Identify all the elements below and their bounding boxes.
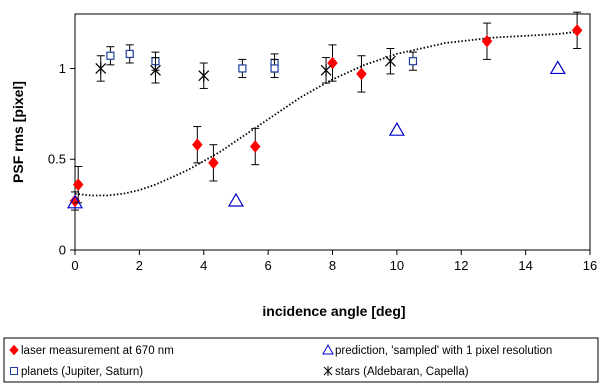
legend-label: prediction, 'sampled' with 1 pixel resol… xyxy=(335,345,552,357)
x-tick-label: 6 xyxy=(265,258,272,273)
diamond-point xyxy=(208,156,219,170)
star-point xyxy=(95,62,107,75)
triangle-point xyxy=(549,60,566,75)
diamond-point xyxy=(481,34,493,48)
legend-box xyxy=(3,337,599,383)
square-point xyxy=(106,51,115,60)
square-point xyxy=(270,64,279,73)
trend-curve-group xyxy=(74,31,575,197)
star-point xyxy=(198,69,210,82)
x-tick-label: 10 xyxy=(390,258,404,273)
diamond-point xyxy=(571,23,583,37)
triangle-point xyxy=(388,121,405,136)
diamond-point xyxy=(191,138,203,152)
legend-label: laser measurement at 670 nm xyxy=(21,345,174,357)
axis-labels-group: incidence angle [deg] PSF rms [pixel] xyxy=(10,81,406,319)
diamond-point xyxy=(72,178,84,192)
square-point xyxy=(125,49,134,59)
x-tick-label: 8 xyxy=(329,258,336,273)
diamond-point xyxy=(356,67,367,81)
legend-label: stars (Aldebaran, Capella) xyxy=(335,366,469,378)
x-tick-label: 4 xyxy=(200,258,207,273)
legend-marker-star xyxy=(323,366,333,376)
x-tick-label: 0 xyxy=(71,258,78,273)
triangle-point xyxy=(227,192,244,207)
star-point xyxy=(150,64,161,77)
legend-label: planets (Jupiter, Saturn) xyxy=(21,366,143,378)
star-point xyxy=(320,64,332,77)
legend-marker-diamond xyxy=(9,344,19,356)
diamond-point xyxy=(249,140,261,153)
triangle-point xyxy=(66,194,84,209)
x-axis-label: incidence angle [deg] xyxy=(262,303,405,319)
legend-marker-square xyxy=(10,367,18,375)
x-tick-label: 14 xyxy=(518,258,532,273)
legend-marker-triangle xyxy=(322,343,334,355)
x-tick-label: 2 xyxy=(136,258,143,273)
star-point xyxy=(385,55,396,68)
x-tick-label: 12 xyxy=(454,258,468,273)
y-tick-label: 0.5 xyxy=(48,152,66,167)
y-tick-label: 0 xyxy=(59,243,66,258)
square-point xyxy=(408,57,418,66)
y-axis-label: PSF rms [pixel] xyxy=(10,81,26,183)
y-tick-label: 1 xyxy=(59,61,66,76)
x-tick-label: 16 xyxy=(583,258,597,273)
trend-curve xyxy=(74,31,575,197)
data-points-group xyxy=(66,11,583,211)
square-point xyxy=(238,64,247,73)
legend: laser measurement at 670 nm prediction, '… xyxy=(3,337,599,383)
axes-group: 0 2 4 6 8 10 12 14 16 0 0.5 1 xyxy=(48,13,597,273)
